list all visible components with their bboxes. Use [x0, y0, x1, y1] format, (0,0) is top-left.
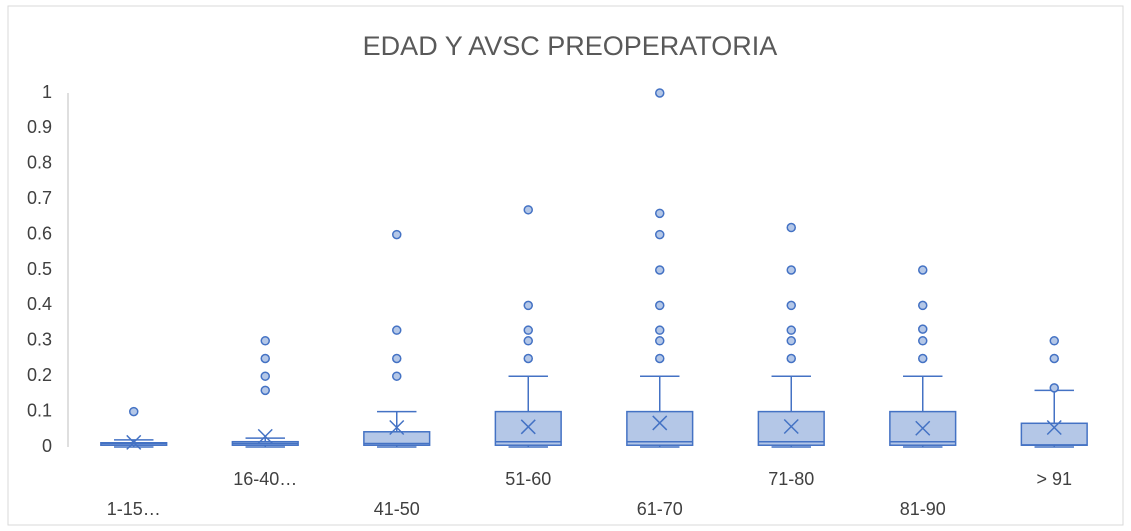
outlier — [260, 353, 270, 364]
outlier — [786, 325, 796, 335]
outlier — [523, 336, 533, 346]
outlier — [655, 353, 665, 364]
outlier — [655, 88, 665, 98]
mean-marker — [520, 419, 536, 435]
outlier — [786, 300, 796, 311]
outlier — [129, 406, 139, 417]
outlier — [786, 353, 796, 364]
mean-marker — [389, 419, 405, 436]
x-tick-label: 51-60 — [505, 469, 551, 489]
outlier — [918, 336, 928, 346]
y-tick-label: 0.8 — [27, 153, 52, 173]
outlier — [523, 325, 533, 335]
outlier — [918, 353, 928, 364]
x-tick-label: > 91 — [1036, 469, 1072, 489]
outlier — [786, 336, 796, 346]
y-tick-label: 0.7 — [27, 188, 52, 208]
outlier — [655, 208, 665, 219]
mean-marker — [257, 428, 273, 444]
outlier — [786, 222, 796, 233]
outlier — [1049, 336, 1059, 346]
y-tick-label: 1 — [42, 82, 52, 102]
x-tick-label: 41-50 — [374, 499, 420, 519]
box — [363, 431, 431, 446]
mean-marker — [783, 418, 799, 434]
box — [626, 410, 694, 446]
outlier — [523, 205, 533, 215]
outlier — [655, 265, 665, 275]
outlier — [655, 229, 665, 240]
outlier — [655, 300, 665, 311]
outlier — [392, 371, 402, 381]
y-tick-label: 0 — [42, 436, 52, 456]
mean-marker — [1046, 419, 1062, 436]
y-tick-label: 0.3 — [27, 330, 52, 350]
mean-marker — [915, 420, 931, 436]
outlier — [918, 265, 928, 275]
outlier — [392, 353, 402, 364]
mean-marker — [126, 434, 142, 450]
x-tick-label: 71-80 — [768, 469, 814, 489]
mean-marker — [652, 415, 668, 431]
outlier — [392, 229, 402, 240]
outlier — [260, 385, 270, 396]
outlier — [260, 336, 270, 346]
chart-title: EDAD Y AVSC PREOPERATORIA — [363, 31, 778, 61]
outlier — [392, 325, 402, 335]
outlier — [786, 265, 796, 275]
x-tick-label: 81-90 — [900, 499, 946, 519]
x-tick-label: 16-40… — [233, 469, 297, 489]
outlier — [655, 325, 665, 335]
y-tick-label: 0.2 — [27, 365, 52, 385]
outlier — [523, 300, 533, 311]
outlier — [918, 324, 928, 334]
outlier — [260, 371, 270, 381]
y-tick-label: 0.5 — [27, 259, 52, 279]
y-tick-label: 0.1 — [27, 400, 52, 420]
y-tick-label: 0.6 — [27, 223, 52, 243]
x-tick-label: 61-70 — [637, 499, 683, 519]
y-tick-label: 0.4 — [27, 294, 52, 314]
outlier — [1049, 383, 1059, 393]
outlier — [655, 336, 665, 346]
y-tick-label: 0.9 — [27, 117, 52, 137]
box — [757, 410, 825, 446]
outlier — [523, 353, 533, 364]
x-tick-label: 1-15… — [107, 499, 161, 519]
outlier — [1049, 353, 1059, 364]
box — [494, 410, 562, 446]
chart-frame — [7, 5, 1124, 526]
outlier — [918, 300, 928, 311]
